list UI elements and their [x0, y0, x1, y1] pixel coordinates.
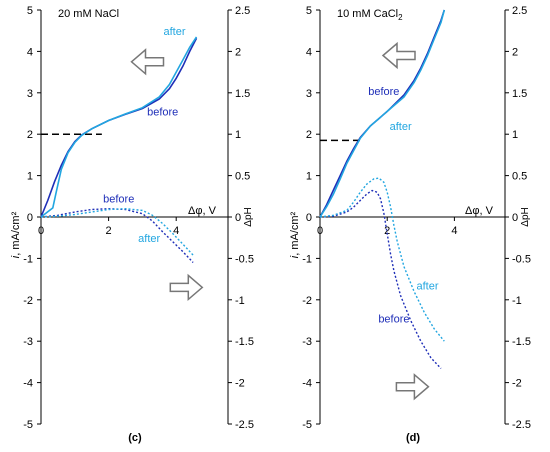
series-line-right-before	[40, 207, 194, 263]
y2-tick-label: -1	[512, 295, 522, 307]
series-label-after: after	[138, 233, 160, 245]
x-tick-label: 4	[173, 225, 179, 237]
y-axis-label-symbol: i	[289, 255, 301, 258]
y-tick-label: 0	[27, 212, 33, 224]
y-tick-label: 5	[306, 5, 312, 17]
axis-arrow-left-icon	[130, 48, 165, 76]
series-label-after: after	[164, 26, 186, 38]
y2-tick-label: -2	[512, 378, 522, 390]
series-label-before: before	[378, 314, 409, 326]
y2-tick-label: -1	[235, 295, 245, 307]
condition-label: 20 mM NaCl	[58, 8, 119, 20]
panel-c: 5 4 3 2 1 0 -1 -2 -3 -4 -5 2.5 2 1.5 1 0.5 0 -0.5 -1 -1.5 -2…	[10, 5, 254, 444]
y2-tick-label: 2.5	[235, 5, 250, 17]
series-line-right-after	[319, 177, 445, 342]
y-tick-label: 4	[306, 46, 312, 58]
y2-tick-label: -0.5	[512, 253, 531, 265]
y2-tick-label: 1.5	[512, 88, 527, 100]
x-tick-label: 2	[384, 225, 390, 237]
y-tick-label: -5	[23, 419, 33, 431]
y-tick-label: 1	[306, 171, 312, 183]
series-label-after: after	[417, 280, 439, 292]
y-tick-label: -5	[302, 419, 312, 431]
y2-tick-label: 0.5	[235, 171, 250, 183]
y-tick-label: -1	[23, 253, 33, 265]
series-label-after: after	[390, 121, 412, 133]
y-axis-label: i, mA/cm²	[10, 211, 22, 258]
y2-axis-label: ΔpH	[520, 207, 531, 226]
series-line-right-after	[40, 207, 194, 256]
y-tick-label: 0	[306, 212, 312, 224]
x-axis-label: Δφ, V	[188, 205, 217, 217]
y-tick-label: 4	[27, 46, 33, 58]
x-tick-label: 4	[451, 225, 457, 237]
y2-tick-label: -1.5	[235, 336, 254, 348]
condition-label-text: 20 mM NaCl	[58, 8, 119, 20]
y2-tick-label: 0	[512, 212, 518, 224]
y-tick-label: 1	[27, 171, 33, 183]
y-tick-label: 5	[27, 5, 33, 17]
x-axis-label: Δφ, V	[465, 205, 494, 217]
y2-tick-label: 2.5	[512, 5, 527, 17]
axis-arrow-right-icon	[169, 273, 204, 302]
y-tick-label: 2	[306, 129, 312, 141]
series-line-left-before	[40, 37, 198, 218]
panel-d: 5 4 3 2 1 0 -1 -2 -3 -4 -5 2.5 2 1.5 1 0.5 0 -0.5 -1 -1.5 -2…	[289, 5, 531, 444]
y-tick-label: -4	[23, 378, 33, 390]
y2-tick-label: -2	[235, 378, 245, 390]
y2-tick-label: 1	[235, 129, 241, 141]
condition-label-subscript: 2	[398, 13, 403, 22]
condition-label-text: 10 mM CaCl	[337, 8, 398, 20]
series-label-before: before	[368, 86, 399, 98]
y2-tick-label: -0.5	[235, 253, 254, 265]
y2-tick-label: -2.5	[235, 419, 254, 431]
y-tick-label: -4	[302, 378, 312, 390]
y-tick-label: -3	[302, 336, 312, 348]
y2-tick-label: -1.5	[512, 336, 531, 348]
y2-tick-label: 1.5	[235, 88, 250, 100]
y-tick-label: 3	[27, 88, 33, 100]
y-axis-label-unit: , mA/cm²	[289, 211, 301, 255]
x-tick-label: 0	[317, 225, 323, 237]
y-axis-label: i, mA/cm²	[289, 211, 301, 258]
y-tick-label: 2	[27, 129, 33, 141]
series-label-before: before	[147, 107, 178, 119]
y-tick-label: -2	[23, 295, 33, 307]
panel-caption: (c)	[128, 432, 142, 444]
x-tick-label: 2	[106, 225, 112, 237]
axis-arrow-right-icon	[395, 373, 430, 401]
y-axis-label-symbol: i	[10, 255, 22, 258]
series-line-left-after	[319, 9, 446, 218]
axis-arrow-left-icon	[381, 41, 416, 70]
series-label-before: before	[103, 194, 134, 206]
y2-tick-label: 1	[512, 129, 518, 141]
y2-tick-label: 0.5	[512, 171, 527, 183]
y2-tick-label: 0	[235, 212, 241, 224]
x-tick-label: 0	[38, 225, 44, 237]
panel-caption: (d)	[406, 432, 420, 444]
y-tick-label: 3	[306, 88, 312, 100]
y-tick-label: -3	[23, 336, 33, 348]
series-line-right-before	[319, 189, 442, 369]
y-tick-label: -1	[302, 253, 312, 265]
y2-tick-label: -2.5	[512, 419, 531, 431]
y-axis-label-unit: , mA/cm²	[10, 211, 22, 255]
series-line-left-after	[40, 36, 198, 218]
y-tick-label: -2	[302, 295, 312, 307]
y2-axis-label: ΔpH	[243, 207, 254, 226]
series-line-left-before	[319, 9, 446, 218]
y2-tick-label: 2	[512, 46, 518, 58]
y2-tick-label: 2	[235, 46, 241, 58]
condition-label: 10 mM CaCl2	[337, 8, 403, 22]
